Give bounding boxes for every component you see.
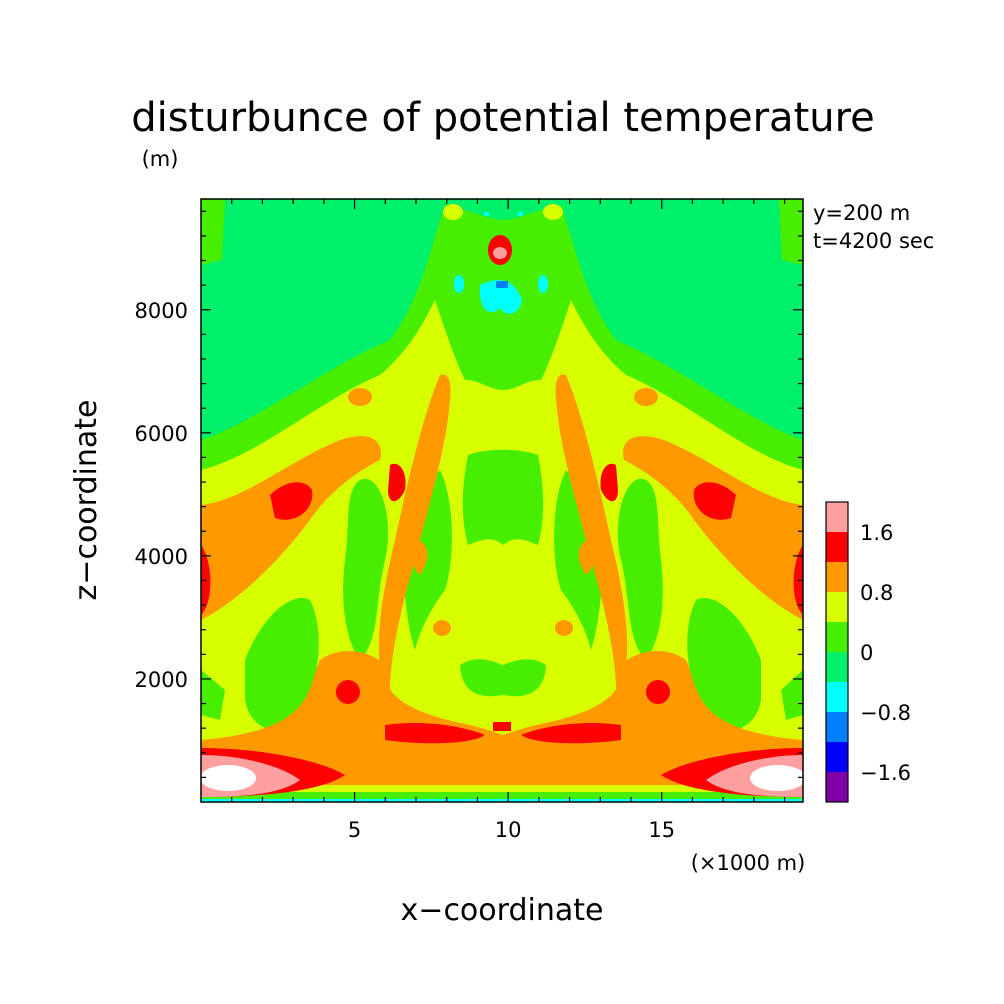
x-tick-label: 15 (648, 818, 675, 842)
colorbar-segment (826, 622, 848, 652)
field-negative-anomalies (201, 212, 803, 802)
colorbar-segment (826, 742, 848, 772)
contour-field (201, 199, 803, 802)
annotations: y=200 m t=4200 sec (813, 201, 934, 253)
colorbar (825, 501, 849, 803)
colorbar-segment (826, 592, 848, 622)
colorbar-tick-label: −0.8 (860, 701, 911, 725)
colorbar-segment (826, 562, 848, 592)
colorbar-segment (826, 502, 848, 532)
field-level-0.4-0.8-patches (201, 449, 803, 802)
y-tick-label: 4000 (135, 545, 188, 569)
x-tick-labels: 5 10 15 (348, 818, 675, 842)
colorbar-tick-label: 0.8 (860, 581, 893, 605)
colorbar-segment (826, 772, 848, 802)
y-tick-label: 6000 (135, 422, 188, 446)
colorbar-segment (826, 682, 848, 712)
field-level-2.0-plus (201, 247, 803, 797)
x-unit-label: (×1000 m) (691, 851, 806, 875)
colorbar-segment (826, 652, 848, 682)
annotation-t: t=4200 sec (813, 229, 934, 253)
colorbar-tick-label: 0 (860, 641, 873, 665)
colorbar-labels: 1.6 0.8 0 −0.8 −1.6 (860, 521, 911, 785)
y-unit-label: (m) (142, 147, 179, 171)
chart-title: disturbunce of potential temperature (131, 95, 875, 141)
annotation-y: y=200 m (813, 201, 910, 225)
colorbar-segment (826, 712, 848, 742)
y-tick-labels: 2000 4000 6000 8000 (135, 299, 188, 692)
x-tick-label: 5 (348, 818, 361, 842)
colorbar-frame (825, 501, 849, 803)
plot-frame (200, 198, 804, 803)
x-axis-label: x−coordinate (401, 893, 604, 928)
axis-ticks (201, 199, 803, 802)
colorbar-tick-label: −1.6 (860, 761, 911, 785)
y-tick-label: 8000 (135, 299, 188, 323)
colorbar-tick-label: 1.6 (860, 521, 893, 545)
x-tick-label: 10 (495, 818, 522, 842)
y-tick-label: 2000 (135, 668, 188, 692)
colorbar-segment (826, 532, 848, 562)
y-axis-label: z−coordinate (69, 400, 104, 601)
